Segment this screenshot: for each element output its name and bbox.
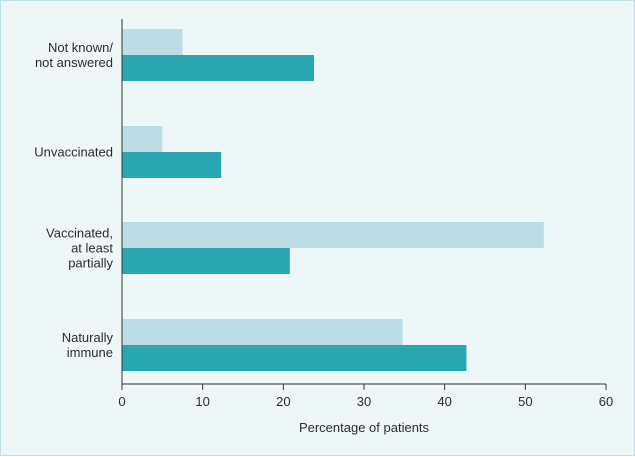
bar-series1-cat3 <box>122 222 544 248</box>
category-label-line: Naturally <box>62 330 114 345</box>
category-labels: Not known/not answered Unvaccinated Vaccin… <box>34 40 113 360</box>
x-tick-label: 10 <box>195 394 209 409</box>
x-tick-label: 40 <box>437 394 451 409</box>
category-label-3: Vaccinated, at least partially <box>46 226 113 271</box>
bars-layer <box>122 29 544 371</box>
x-axis-title: Percentage of patients <box>299 420 430 435</box>
bar-series2-cat2 <box>122 152 222 178</box>
ticks-layer: 0 10 20 30 40 50 60 <box>118 384 613 409</box>
category-label-1: Not known/not answered <box>35 40 113 70</box>
category-label-4: Naturally immune <box>62 330 114 360</box>
x-tick-label: 50 <box>518 394 532 409</box>
category-label-line: partially <box>68 256 113 271</box>
category-label-line: Not known/ <box>48 40 113 55</box>
x-tick-label: 20 <box>276 394 290 409</box>
bar-series1-cat2 <box>122 126 163 152</box>
category-label-2: Unvaccinated <box>34 145 113 160</box>
x-tick-label: 0 <box>118 394 125 409</box>
bar-series2-cat1 <box>122 55 314 81</box>
category-label-line: at least <box>71 241 113 256</box>
bar-series1-cat4 <box>122 319 403 345</box>
category-label-line: Unvaccinated <box>34 145 113 160</box>
bar-series2-cat3 <box>122 248 290 274</box>
x-tick-label: 30 <box>357 394 371 409</box>
bar-series2-cat4 <box>122 345 467 371</box>
category-label-line: not answered <box>35 55 113 70</box>
category-label-line: Vaccinated, <box>46 226 113 241</box>
x-tick-label: 60 <box>599 394 613 409</box>
category-label-line: immune <box>67 345 113 360</box>
bar-series1-cat1 <box>122 29 183 55</box>
